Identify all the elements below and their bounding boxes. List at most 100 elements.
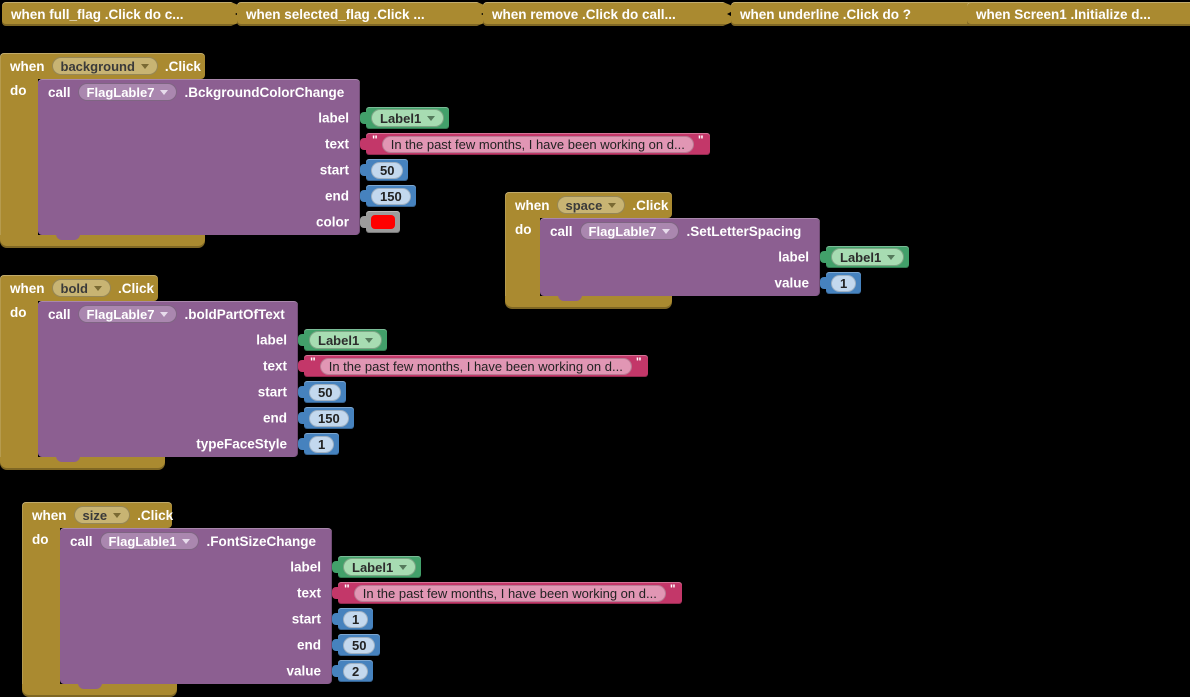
- param-row-start: start 50: [38, 379, 347, 405]
- value-block-number[interactable]: 50: [359, 159, 409, 181]
- color-swatch-red: [371, 215, 395, 229]
- param-row-end: end 150: [38, 183, 416, 209]
- number-value: 2: [343, 662, 369, 680]
- string-value: In the past few months, I have been work…: [319, 357, 632, 375]
- component-selector-dropdown[interactable]: Label1: [309, 331, 383, 349]
- do-socket: do: [505, 218, 540, 296]
- component-selector-dropdown[interactable]: Label1: [343, 558, 417, 576]
- string-value: In the past few months, I have been work…: [353, 584, 666, 602]
- param-row-text: text " In the past few months, I have be…: [38, 353, 648, 379]
- when-keyword: when: [515, 197, 550, 213]
- chevron-down-icon: [399, 564, 408, 570]
- chevron-down-icon: [427, 115, 436, 121]
- param-row-color: color: [38, 209, 400, 235]
- param-row-label: label Label1: [38, 327, 388, 353]
- value-block-number[interactable]: 150: [360, 185, 416, 207]
- value-block-number[interactable]: 2: [331, 660, 374, 682]
- event-name: .Click: [117, 280, 154, 296]
- component-selector-dropdown[interactable]: Label1: [831, 248, 905, 266]
- number-value: 50: [371, 161, 404, 179]
- component-dropdown[interactable]: background: [51, 57, 158, 75]
- open-quote: ": [344, 582, 350, 596]
- component-dropdown[interactable]: bold: [51, 279, 111, 297]
- call-keyword: call: [48, 84, 71, 100]
- param-row-text: text " In the past few months, I have be…: [38, 131, 710, 157]
- collapsed-block-screen1-initialize[interactable]: when Screen1 .Initialize d...: [967, 2, 1190, 26]
- block-bottom: [505, 296, 672, 309]
- when-keyword: when: [10, 58, 45, 74]
- method-name: .BckgroundColorChange: [184, 84, 345, 100]
- component-dropdown-label: background: [60, 58, 135, 74]
- value-block-text-string[interactable]: " In the past few months, I have been wo…: [332, 582, 682, 604]
- number-value: 1: [343, 610, 369, 628]
- component-dropdown[interactable]: space: [556, 196, 626, 214]
- call-block-bckgroundcolorchange[interactable]: call FlagLable7 .BckgroundColorChange la…: [38, 79, 710, 240]
- number-value: 150: [309, 409, 349, 427]
- collapsed-block-underline[interactable]: when underline .Click do ?: [731, 2, 986, 26]
- collapsed-block-full-flag[interactable]: when full_flag .Click do c...: [2, 2, 246, 26]
- param-row-value: value 1: [540, 270, 862, 296]
- value-block-component[interactable]: Label1: [359, 107, 450, 129]
- method-component-dropdown[interactable]: FlagLable1: [99, 532, 200, 550]
- param-row-label: label Label1: [60, 554, 422, 580]
- method-component-dropdown[interactable]: FlagLable7: [77, 305, 178, 323]
- number-value: 150: [371, 187, 411, 205]
- call-keyword: call: [550, 223, 573, 239]
- chevron-down-icon: [887, 254, 896, 260]
- value-block-number[interactable]: 50: [331, 634, 381, 656]
- chevron-down-icon: [160, 89, 169, 95]
- do-socket: do: [0, 301, 38, 457]
- method-name: .SetLetterSpacing: [686, 223, 802, 239]
- collapsed-block-remove[interactable]: when remove .Click do call...: [483, 2, 738, 26]
- string-value: In the past few months, I have been work…: [381, 135, 694, 153]
- component-selector-dropdown[interactable]: Label1: [371, 109, 445, 127]
- event-name: .Click: [137, 507, 174, 523]
- value-block-component[interactable]: Label1: [331, 556, 422, 578]
- value-block-text-string[interactable]: " In the past few months, I have been wo…: [360, 133, 710, 155]
- call-block-fontsizechange[interactable]: call FlagLable1 .FontSizeChange label La…: [60, 528, 682, 689]
- call-block-setletterspacing[interactable]: call FlagLable7 .SetLetterSpacing label …: [540, 218, 910, 301]
- param-row-end: end 150: [38, 405, 354, 431]
- when-header[interactable]: when space .Click: [505, 192, 672, 218]
- close-quote: ": [697, 133, 704, 147]
- value-block-number[interactable]: 1: [331, 608, 374, 630]
- param-row-value: value 2: [60, 658, 374, 684]
- method-component-dropdown[interactable]: FlagLable7: [77, 83, 178, 101]
- when-keyword: when: [10, 280, 45, 296]
- param-row-start: start 1: [60, 606, 374, 632]
- chevron-down-icon: [608, 202, 617, 208]
- param-row-end: end 50: [60, 632, 381, 658]
- value-block-text-string[interactable]: " In the past few months, I have been wo…: [298, 355, 648, 377]
- when-header[interactable]: when size .Click: [22, 502, 174, 528]
- value-block-component[interactable]: Label1: [297, 329, 388, 351]
- value-block-number[interactable]: 50: [297, 381, 347, 403]
- chevron-down-icon: [113, 512, 122, 518]
- value-block-number[interactable]: 1: [819, 272, 862, 294]
- event-name: .Click: [632, 197, 669, 213]
- close-quote: ": [635, 355, 642, 369]
- component-dropdown[interactable]: size: [73, 506, 131, 524]
- block-bottom: [0, 235, 205, 248]
- do-socket: do: [22, 528, 60, 684]
- chevron-down-icon: [182, 538, 191, 544]
- call-block-boldpartoftext[interactable]: call FlagLable7 .boldPartOfText label La…: [38, 301, 648, 462]
- number-value: 50: [309, 383, 342, 401]
- method-component-dropdown[interactable]: FlagLable7: [579, 222, 680, 240]
- number-value: 1: [309, 435, 335, 453]
- value-block-component[interactable]: Label1: [819, 246, 910, 268]
- event-block-bold-click: when bold .Click do call FlagLable7 .bol…: [0, 275, 648, 470]
- call-keyword: call: [48, 306, 71, 322]
- chevron-down-icon: [160, 311, 169, 317]
- call-keyword: call: [70, 533, 93, 549]
- number-value: 50: [343, 636, 376, 654]
- value-block-number[interactable]: 150: [298, 407, 354, 429]
- collapsed-block-selected-flag[interactable]: when selected_flag .Click ...: [237, 2, 492, 26]
- when-keyword: when: [32, 507, 67, 523]
- value-block-color[interactable]: [360, 211, 400, 233]
- open-quote: ": [372, 133, 378, 147]
- when-header[interactable]: when bold .Click: [0, 275, 158, 301]
- value-block-number[interactable]: 1: [297, 433, 340, 455]
- close-quote: ": [669, 582, 676, 596]
- when-header[interactable]: when background .Click: [0, 53, 205, 79]
- param-row-label: label Label1: [38, 105, 450, 131]
